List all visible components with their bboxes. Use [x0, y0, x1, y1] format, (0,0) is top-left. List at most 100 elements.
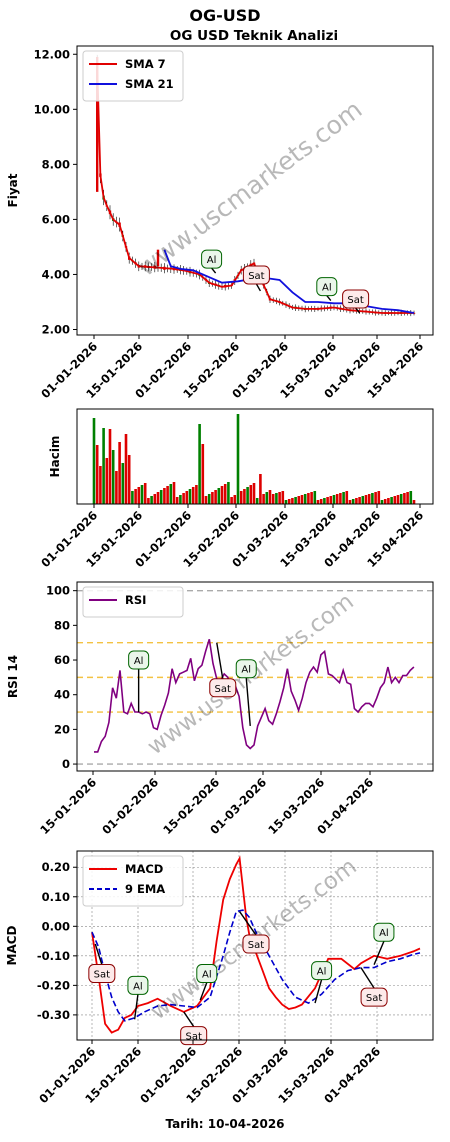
volume-bar	[143, 483, 147, 504]
volume-bar	[121, 463, 125, 504]
volume-bar	[303, 494, 307, 504]
volume-bar	[319, 499, 323, 504]
volume-bar	[383, 499, 387, 504]
sell-signal-label: Sat	[94, 970, 110, 981]
sell-signal-box	[242, 934, 270, 954]
volume-bar	[403, 493, 406, 504]
volume-bar	[252, 483, 256, 504]
price-panel: OG USD Teknik Analizi www.uscmarkets.comA…	[6, 28, 434, 401]
volume-bar	[156, 492, 160, 504]
y-tick-label: -0.20	[37, 978, 70, 992]
plot-frame	[76, 581, 434, 772]
volume-bar	[185, 491, 189, 504]
volume-bar	[329, 496, 333, 504]
volume-bar	[326, 497, 329, 504]
volume-bar	[211, 492, 214, 504]
volume-bar	[332, 495, 336, 504]
volume-bar	[255, 498, 259, 504]
rsi-panel: www.uscmarkets.comAlSatAl020406080100RSI…	[6, 581, 434, 837]
volume-bar	[409, 491, 413, 504]
volume-bar	[134, 489, 137, 504]
sell-signal-label: Sat	[185, 1032, 201, 1043]
sell-signal-box	[342, 289, 370, 309]
buy-signal-box	[128, 650, 150, 670]
buy-signal-label: Al	[133, 981, 143, 992]
annotation-arrow	[216, 642, 224, 679]
buy-signal-label: Al	[202, 970, 212, 981]
buy-signal-label: Al	[379, 928, 389, 939]
y-tick-label: 40	[54, 688, 70, 702]
volume-bar	[412, 500, 416, 504]
volume-bar	[227, 482, 230, 504]
volume-bar	[361, 496, 365, 504]
volume-bar	[159, 490, 163, 504]
volume-bar	[99, 466, 102, 504]
volume-bar	[358, 497, 361, 504]
buy-signal-label: Al	[134, 656, 144, 667]
volume-bar	[268, 490, 272, 504]
price-title: OG USD Teknik Analizi	[170, 28, 338, 44]
y-tick-label: 6.00	[42, 212, 70, 226]
figure-title: OG-USD	[189, 6, 261, 25]
volume-bar	[111, 450, 115, 504]
buy-signal-label: Al	[207, 255, 217, 266]
volume-bar	[137, 487, 141, 504]
y-tick-label: 0.00	[42, 919, 70, 933]
volume-bar	[188, 489, 192, 504]
rsi-lines	[94, 638, 415, 753]
volume-bar	[310, 492, 313, 504]
volume-bar	[259, 474, 262, 504]
volume-bar	[207, 494, 211, 504]
volume-bar	[377, 491, 381, 504]
buy-signal-box	[235, 659, 257, 679]
volume-bars	[92, 414, 416, 504]
volume-bar	[217, 488, 221, 504]
y-axis-label: Hacim	[48, 436, 62, 478]
annotation-arrow	[211, 267, 217, 274]
volume-bar	[342, 492, 345, 504]
volume-bar	[153, 494, 157, 504]
volume-bar	[351, 499, 355, 504]
legend-box	[82, 586, 184, 618]
volume-bar	[127, 455, 131, 504]
volume-bar	[287, 499, 291, 504]
volume-bar	[284, 500, 288, 504]
legend-label: RSI	[125, 593, 146, 607]
volume-bar	[355, 498, 358, 504]
legend-label: SMA 7	[125, 57, 166, 71]
sell-signal-label: Sat	[366, 993, 382, 1004]
legend-label: SMA 21	[125, 77, 174, 91]
y-tick-label: -0.30	[37, 1008, 70, 1022]
plot-frame	[76, 850, 434, 1041]
sell-signal-label: Sat	[248, 940, 264, 951]
volume-bar	[220, 486, 224, 504]
sell-signal-box	[209, 678, 237, 698]
volume-bar	[387, 498, 390, 504]
y-tick-label: -0.10	[37, 949, 70, 963]
buy-signal-box	[201, 249, 223, 269]
y-tick-label: 12.00	[34, 47, 70, 61]
sell-signal-label: Sat	[215, 684, 231, 695]
y-tick-label: 8.00	[42, 157, 70, 171]
buy-signal-label: Al	[317, 967, 327, 978]
annotation-arrow	[199, 982, 208, 1001]
y-tick-label: 100	[46, 584, 70, 598]
y-axis-label: RSI 14	[6, 655, 20, 698]
buy-signal-label: Al	[241, 665, 251, 676]
volume-bar	[345, 491, 349, 504]
sma7-line	[96, 65, 414, 314]
sell-signal-box	[88, 964, 116, 984]
buy-signal-box	[316, 277, 338, 297]
volume-bar	[147, 498, 150, 504]
volume-bar	[92, 418, 96, 504]
volume-bar	[169, 484, 173, 504]
volume-bar	[95, 445, 99, 504]
volume-bar	[214, 490, 217, 504]
volume-bar	[115, 471, 118, 504]
volume-bar	[294, 497, 297, 504]
watermark: www.uscmarkets.com	[132, 95, 367, 282]
buy-signal-box	[311, 961, 333, 981]
volume-bar	[223, 484, 227, 504]
date-footer: Tarih: 10-04-2026	[165, 1117, 285, 1131]
